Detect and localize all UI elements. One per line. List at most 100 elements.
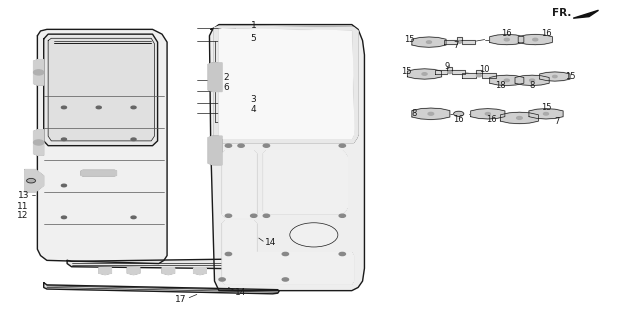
- Circle shape: [96, 106, 101, 109]
- Circle shape: [339, 252, 346, 256]
- Circle shape: [61, 106, 67, 109]
- Text: 5: 5: [250, 34, 256, 43]
- Text: 15: 15: [401, 67, 412, 76]
- Text: 8: 8: [411, 109, 417, 118]
- Text: 11: 11: [17, 202, 29, 211]
- Polygon shape: [408, 69, 442, 79]
- Circle shape: [504, 79, 509, 82]
- Circle shape: [533, 38, 538, 41]
- Polygon shape: [518, 35, 552, 45]
- Polygon shape: [222, 150, 257, 217]
- Text: 16: 16: [501, 29, 512, 38]
- Text: 18: 18: [495, 81, 506, 90]
- Text: 6: 6: [223, 83, 229, 92]
- Polygon shape: [208, 63, 222, 92]
- Polygon shape: [81, 170, 117, 176]
- Polygon shape: [37, 29, 167, 264]
- Circle shape: [485, 113, 490, 115]
- Polygon shape: [209, 25, 365, 291]
- Circle shape: [238, 144, 244, 147]
- Text: 12: 12: [17, 211, 29, 220]
- Circle shape: [61, 216, 67, 219]
- Polygon shape: [34, 130, 44, 155]
- Text: 16: 16: [453, 115, 464, 124]
- Circle shape: [517, 116, 522, 119]
- Polygon shape: [44, 283, 279, 294]
- Polygon shape: [193, 268, 206, 275]
- Circle shape: [282, 278, 288, 281]
- Text: 8: 8: [529, 81, 534, 90]
- Circle shape: [504, 38, 509, 41]
- Text: 13: 13: [18, 190, 29, 200]
- Circle shape: [428, 112, 434, 115]
- Text: 7: 7: [555, 117, 560, 126]
- Circle shape: [225, 144, 231, 147]
- Circle shape: [34, 140, 44, 145]
- Text: 15: 15: [541, 103, 551, 112]
- Text: 15: 15: [565, 72, 576, 81]
- Circle shape: [476, 74, 481, 77]
- Text: 16: 16: [486, 115, 496, 124]
- Circle shape: [27, 179, 36, 183]
- Polygon shape: [470, 108, 505, 119]
- Text: 1: 1: [250, 21, 256, 30]
- Circle shape: [543, 113, 548, 115]
- Text: 14: 14: [235, 288, 246, 297]
- Circle shape: [61, 138, 67, 140]
- Polygon shape: [219, 29, 354, 138]
- Polygon shape: [462, 70, 496, 78]
- Text: 9: 9: [444, 62, 450, 71]
- Text: FR.: FR.: [552, 8, 571, 19]
- Circle shape: [339, 214, 346, 217]
- Circle shape: [553, 76, 557, 78]
- Text: 17: 17: [175, 295, 186, 304]
- Circle shape: [457, 41, 462, 43]
- Polygon shape: [99, 268, 112, 275]
- Polygon shape: [208, 136, 222, 165]
- Polygon shape: [48, 38, 155, 141]
- Polygon shape: [412, 37, 446, 47]
- Circle shape: [225, 214, 231, 217]
- Polygon shape: [222, 220, 257, 259]
- Polygon shape: [263, 150, 347, 214]
- Text: 4: 4: [250, 105, 256, 114]
- Text: 3: 3: [250, 95, 256, 104]
- Circle shape: [448, 71, 452, 74]
- Polygon shape: [573, 10, 598, 18]
- Circle shape: [422, 73, 427, 75]
- Circle shape: [263, 144, 269, 147]
- Polygon shape: [162, 268, 174, 275]
- Circle shape: [529, 79, 534, 82]
- Polygon shape: [489, 35, 524, 45]
- Polygon shape: [214, 26, 358, 142]
- Polygon shape: [34, 60, 44, 85]
- Circle shape: [219, 278, 225, 281]
- Circle shape: [61, 184, 67, 187]
- Circle shape: [427, 41, 432, 44]
- Polygon shape: [222, 252, 354, 284]
- Circle shape: [34, 70, 44, 75]
- Circle shape: [263, 214, 269, 217]
- Circle shape: [250, 214, 257, 217]
- Polygon shape: [489, 75, 524, 85]
- Circle shape: [131, 216, 136, 219]
- Polygon shape: [540, 72, 570, 81]
- Polygon shape: [529, 108, 563, 119]
- Text: 16: 16: [541, 29, 552, 38]
- Circle shape: [225, 252, 231, 256]
- Circle shape: [454, 111, 463, 116]
- Text: 7: 7: [453, 41, 459, 50]
- Text: 10: 10: [479, 65, 489, 74]
- Circle shape: [339, 144, 346, 147]
- Polygon shape: [500, 112, 538, 124]
- Circle shape: [282, 252, 288, 256]
- Circle shape: [290, 223, 338, 247]
- Polygon shape: [25, 170, 44, 192]
- Polygon shape: [44, 34, 158, 146]
- Polygon shape: [515, 75, 549, 85]
- Polygon shape: [435, 67, 465, 74]
- Text: 14: 14: [265, 238, 276, 247]
- Polygon shape: [67, 258, 279, 269]
- Text: 2: 2: [223, 73, 229, 82]
- Circle shape: [131, 106, 136, 109]
